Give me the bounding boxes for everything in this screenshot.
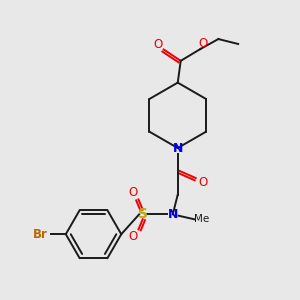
Text: O: O bbox=[198, 38, 207, 50]
Text: N: N bbox=[172, 142, 183, 154]
Text: O: O bbox=[128, 186, 138, 199]
Text: O: O bbox=[128, 230, 138, 243]
Text: N: N bbox=[168, 208, 178, 221]
Text: Br: Br bbox=[33, 228, 47, 241]
Text: Me: Me bbox=[194, 214, 209, 224]
Text: O: O bbox=[153, 38, 163, 52]
Text: S: S bbox=[138, 207, 148, 221]
Text: O: O bbox=[198, 176, 207, 189]
